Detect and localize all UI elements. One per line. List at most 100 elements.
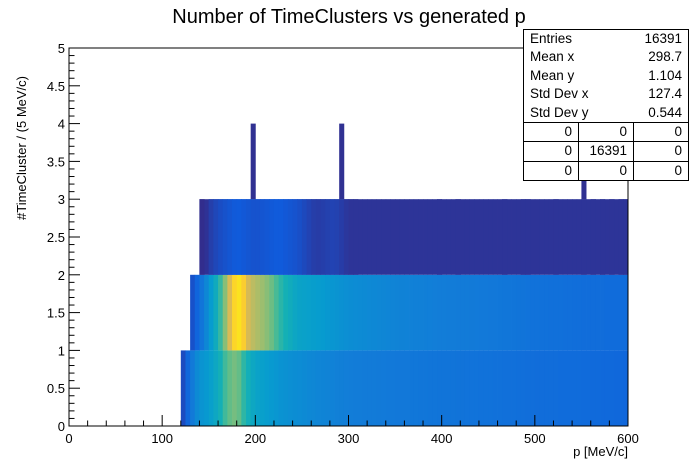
heatmap-cell <box>367 350 373 426</box>
heatmap-cell <box>334 274 340 351</box>
heatmap-cell <box>576 350 582 426</box>
heatmap-cell <box>460 350 466 426</box>
heatmap-cell <box>562 274 568 351</box>
heatmap-cell <box>604 350 610 426</box>
heatmap-cell <box>413 350 419 426</box>
heatmap-cell <box>278 274 284 351</box>
heatmap-cell <box>357 274 363 351</box>
heatmap-cell <box>437 199 443 275</box>
heatmap-cell <box>190 350 196 426</box>
y-tick-label: 0 <box>58 419 65 434</box>
heatmap-cell <box>423 274 429 351</box>
heatmap-cell <box>395 274 401 351</box>
heatmap-cell <box>246 350 252 426</box>
y-tick-label: 2.5 <box>47 230 65 245</box>
heatmap-cell <box>301 350 307 426</box>
heatmap-cell <box>357 199 363 275</box>
heatmap-cell <box>595 274 601 351</box>
heatmap-cell <box>530 350 536 426</box>
heatmap-cell <box>190 274 196 351</box>
heatmap-cell <box>311 350 317 426</box>
heatmap-cell <box>241 199 247 275</box>
heatmap-cell <box>600 350 606 426</box>
x-tick-label: 400 <box>431 431 453 446</box>
heatmap-cell <box>367 199 373 275</box>
heatmap-cell <box>492 199 498 275</box>
heatmap-cell <box>297 274 303 351</box>
heatmap-cell <box>353 199 359 275</box>
heatmap-cell <box>506 199 512 275</box>
overflow-cell: 0 <box>674 123 682 139</box>
heatmap-cell <box>325 350 331 426</box>
heatmap-cell <box>464 350 471 426</box>
heatmap-cell <box>218 350 224 426</box>
heatmap-cell <box>334 350 340 426</box>
heatmap-cell <box>371 350 377 426</box>
heatmap-cell <box>395 199 401 275</box>
heatmap-cell <box>534 199 540 275</box>
heatmap-cell <box>590 199 596 275</box>
heatmap-cell <box>469 199 475 275</box>
heatmap-cell <box>339 199 345 275</box>
heatmap-cell <box>255 274 261 351</box>
heatmap-cell <box>567 274 573 351</box>
heatmap-cell <box>278 350 284 426</box>
heatmap-cell <box>511 350 517 426</box>
heatmap-cell <box>525 350 531 426</box>
heatmap-cell <box>297 350 303 426</box>
heatmap-cell <box>497 199 503 275</box>
x-tick-label: 0 <box>65 431 72 446</box>
heatmap-cell <box>273 199 280 275</box>
heatmap-cell <box>292 274 298 351</box>
heatmap-cell <box>399 199 405 275</box>
heatmap-cell <box>600 199 606 275</box>
y-tick-label: 4.5 <box>47 79 65 94</box>
heatmap-cell <box>283 199 289 275</box>
heatmap-cell <box>423 350 429 426</box>
heatmap-cell <box>199 199 205 275</box>
heatmap-cell <box>478 199 484 275</box>
heatmap-cell <box>464 274 471 351</box>
overflow-cell: 16391 <box>579 142 634 161</box>
heatmap-cell <box>446 199 452 275</box>
heatmap-cell <box>246 274 252 351</box>
heatmap-cell <box>199 274 205 351</box>
heatmap-cell <box>376 274 382 351</box>
heatmap-cell <box>204 274 210 351</box>
heatmap-cell <box>469 274 475 351</box>
heatmap-cell <box>381 350 387 426</box>
heatmap-cell <box>246 199 252 275</box>
heatmap-cell <box>334 199 340 275</box>
heatmap-cell <box>590 350 596 426</box>
heatmap-cell <box>478 274 484 351</box>
heatmap-cell <box>381 199 387 275</box>
heatmap-cell <box>623 350 629 426</box>
heatmap-cell <box>455 274 461 351</box>
heatmap-cell <box>404 350 410 426</box>
heatmap-cell <box>208 199 214 275</box>
heatmap-cell <box>553 199 559 275</box>
heatmap-cell <box>595 199 601 275</box>
heatmap-cell <box>455 199 461 275</box>
heatmap-cell <box>609 350 615 426</box>
heatmap-cell <box>586 350 592 426</box>
heatmap-cell <box>306 350 312 426</box>
heatmap-cell <box>348 199 354 275</box>
stats-box: Entries 16391 Mean x 298.7 Mean y 1.104 … <box>523 29 689 182</box>
heatmap-cell <box>390 199 396 275</box>
stat-std-y: Std Dev y 0.544 <box>524 104 688 122</box>
heatmap-cell <box>520 350 526 426</box>
heatmap-cell <box>390 350 396 426</box>
heatmap-cell <box>562 199 568 275</box>
stat-std-y-label: Std Dev y <box>530 104 589 120</box>
x-tick-label: 500 <box>524 431 546 446</box>
heatmap-cell <box>590 274 596 351</box>
heatmap-cell <box>404 274 410 351</box>
heatmap-cell <box>329 199 335 275</box>
heatmap-cell <box>581 199 587 275</box>
x-axis-label: p [MeV/c] <box>573 444 628 459</box>
heatmap-cell <box>343 274 349 351</box>
heatmap-cell <box>450 274 457 351</box>
heatmap-cell <box>208 350 214 426</box>
x-tick-label: 600 <box>617 431 639 446</box>
